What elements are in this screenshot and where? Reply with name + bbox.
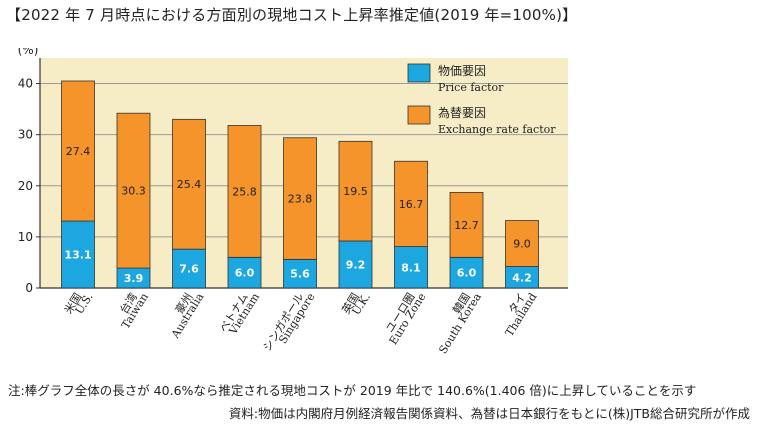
- bar-price-factor: [172, 248, 206, 289]
- data-label-price: 7.6: [179, 263, 199, 276]
- data-label-exchange: 12.7: [454, 219, 479, 232]
- data-label-exchange: 9.0: [513, 238, 531, 251]
- bar-exchange-factor: [227, 125, 262, 258]
- data-label-exchange: 25.4: [177, 178, 202, 191]
- bar-price-factor: [227, 256, 262, 289]
- legend-swatch-exchange: [407, 105, 431, 125]
- chart-note: 注:棒グラフ全体の長さが 40.6%なら推定される現地コストが 2019 年比で…: [8, 383, 697, 398]
- legend-label-exchange-ja: 為替要因: [438, 106, 486, 120]
- data-label-price: 3.9: [124, 272, 144, 285]
- y-tick-label: 40: [18, 77, 33, 91]
- bar-exchange-factor: [172, 118, 206, 250]
- data-label-exchange: 27.4: [66, 145, 91, 158]
- legend-label-exchange-en: Exchange rate factor: [438, 123, 556, 136]
- data-label-price: 9.2: [346, 258, 366, 271]
- data-label-exchange: 19.5: [343, 185, 368, 198]
- data-label-price: 5.6: [290, 268, 310, 281]
- data-label-exchange: 16.7: [399, 198, 424, 211]
- legend-label-price-en: Price factor: [438, 81, 504, 94]
- legend-label-price-ja: 物価要因: [438, 64, 486, 78]
- data-label-exchange: 23.8: [288, 193, 313, 206]
- bar-exchange-factor: [61, 80, 95, 222]
- chart-title: 【2022 年 7 月時点における方面別の現地コスト上昇率推定値(2019 年=…: [6, 6, 578, 24]
- bar-price-factor: [61, 220, 95, 289]
- chart-source: 資料:物価は内閣府月例経済報告関係資料、為替は日本銀行をもとに(株)JTB総合研…: [228, 406, 750, 421]
- y-axis-unit: (%): [18, 48, 39, 57]
- bar-exchange-factor: [338, 140, 373, 242]
- bar-price-factor: [338, 240, 373, 289]
- data-label-price: 13.1: [64, 249, 91, 262]
- y-tick-label: 10: [18, 230, 33, 244]
- data-label-exchange: 30.3: [121, 185, 146, 198]
- y-tick-label: 30: [18, 128, 33, 142]
- bar-price-factor: [394, 246, 428, 289]
- bar-exchange-factor: [449, 192, 484, 258]
- bar-exchange-factor: [394, 160, 428, 247]
- bar-price-factor: [283, 258, 317, 289]
- data-label-price: 8.1: [401, 261, 421, 274]
- bar-price-factor: [449, 256, 484, 289]
- y-tick-label: 20: [18, 179, 33, 193]
- bar-exchange-factor: [283, 137, 317, 260]
- bar-exchange-factor: [505, 220, 539, 267]
- data-label-price: 6.0: [457, 267, 477, 280]
- data-label-price: 4.2: [512, 271, 532, 284]
- data-label-price: 6.0: [235, 267, 255, 280]
- data-label-exchange: 25.8: [232, 185, 257, 198]
- stacked-bar-chart: 0 10 20 30 40 (%) 13.1 27.4 米国 U.S. 3.9 30.3 台湾 Taiwa…: [8, 43, 578, 378]
- bar-exchange-factor: [116, 112, 151, 269]
- y-tick-label: 0: [25, 281, 33, 295]
- chart-svg: 010203040(%)13.127.4米国U.S.3.930.3台湾Taiwa…: [18, 43, 568, 356]
- legend-swatch-price: [407, 63, 431, 83]
